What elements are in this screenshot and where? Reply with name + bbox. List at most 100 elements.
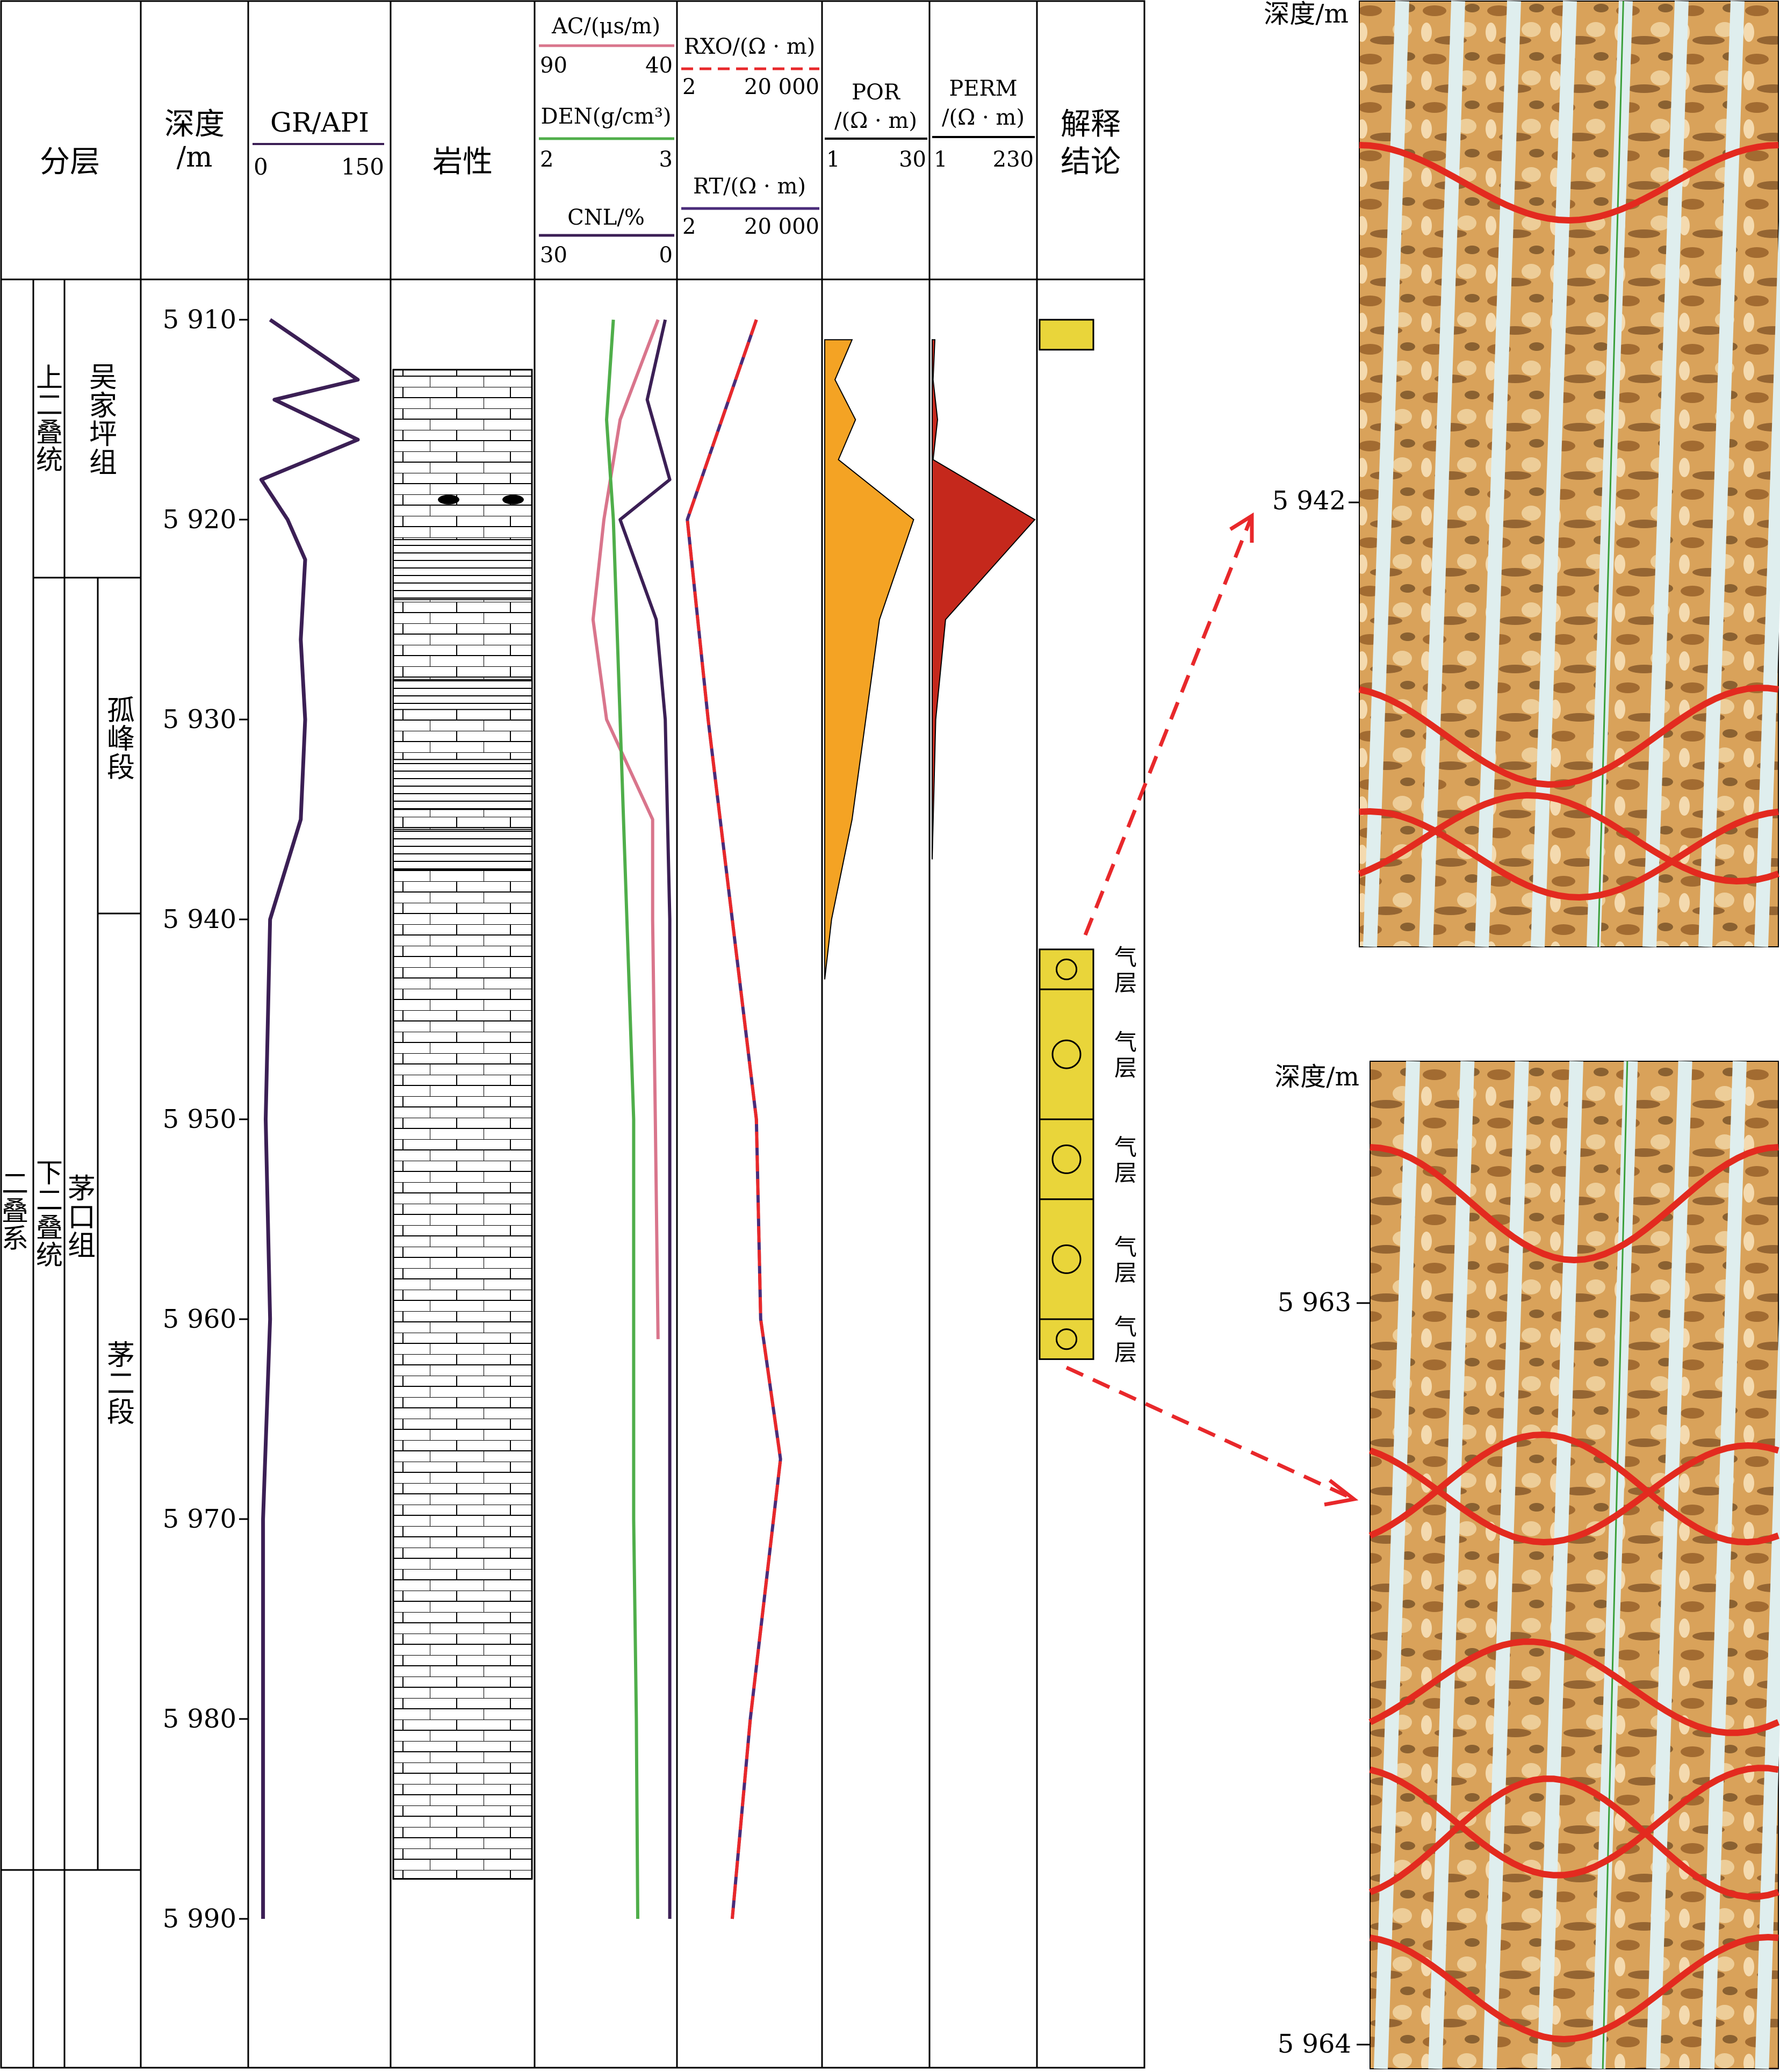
- gr-curve: [259, 318, 360, 1919]
- image-log-pad-gap: [1587, 1, 1633, 947]
- cnl-curve: [618, 319, 672, 1919]
- fracture-sinusoid: [1358, 685, 1779, 788]
- image-log-pad-gap: [1698, 1, 1745, 947]
- header-lith: 岩性: [433, 145, 493, 179]
- image-log-pad-gap: [1531, 1, 1577, 947]
- por-fill: [824, 339, 914, 980]
- lithology-siliceous-band: [393, 539, 532, 600]
- header-por-2: /(Ω · m): [834, 109, 917, 133]
- header-den: DEN(g/cm³): [541, 104, 672, 129]
- perm-fill: [932, 339, 1036, 860]
- header-por-left: 1: [826, 147, 840, 172]
- strat-mao2: 段: [107, 1397, 135, 1429]
- header-rxo-left: 2: [682, 75, 696, 99]
- track-grid: [0, 0, 1145, 2069]
- header-perm-1: PERM: [949, 76, 1017, 101]
- header-interp-2: 结论: [1061, 145, 1121, 179]
- img-top-tick: 5 942: [1272, 486, 1346, 516]
- gas-symbol-icon: [1051, 1144, 1082, 1174]
- strat-system: 二: [2, 1168, 28, 1199]
- gas-symbol-icon: [1055, 958, 1078, 981]
- chert-nodule: [502, 494, 524, 505]
- depth-tick-label: 5 940: [163, 904, 236, 934]
- lithology-siliceous-band: [393, 679, 532, 710]
- image-log-top: [1358, 1, 1780, 947]
- gas-layer-label: 层: [1114, 1340, 1137, 1366]
- header-rt: RT/(Ω · m): [693, 174, 806, 199]
- depth-tick-label: 5 920: [163, 505, 236, 535]
- gas-layer-label: 层: [1114, 1055, 1137, 1081]
- header-den-right: 3: [659, 147, 673, 172]
- gas-layer-box: [1039, 1198, 1094, 1320]
- ac-curve: [591, 319, 660, 1340]
- interp-box: [1039, 319, 1094, 351]
- gas-layer-label: 层: [1114, 970, 1137, 996]
- image-log-pad-gap: [1482, 1061, 1529, 2069]
- gas-layer-label: 层: [1114, 1160, 1137, 1186]
- fracture-sinusoid: [1368, 1638, 1780, 1736]
- strat-upper-series: 二: [36, 390, 63, 421]
- img-bottom-tick-top: 5 963: [1278, 1287, 1351, 1318]
- header-strat: 分层: [40, 145, 100, 179]
- image-log-pad-gap: [1374, 1061, 1420, 2069]
- header-den-left: 2: [540, 147, 553, 172]
- fracture-sinusoid: [1369, 1765, 1779, 1879]
- image-log-pad-gap: [1419, 1, 1465, 947]
- gas-symbol-icon: [1055, 1328, 1078, 1350]
- strat-upper-series: 叠: [36, 417, 63, 448]
- image-log-pad-gap: [1755, 1285, 1780, 2069]
- strat-lower-series: 统: [36, 1240, 63, 1271]
- header-ac: AC/(μs/m): [551, 14, 660, 39]
- depth-tick-label: 5 970: [163, 1504, 236, 1534]
- header-ac-right: 40: [645, 53, 673, 78]
- strat-system: 叠: [2, 1196, 28, 1227]
- arrow-to-top-image: [1083, 515, 1254, 936]
- gas-layer-label: 气: [1114, 1314, 1137, 1340]
- header-interp-1: 解释: [1061, 107, 1121, 142]
- header-rxo-right: 20 000: [744, 75, 819, 99]
- strat-wujiaping: 组: [89, 447, 117, 479]
- strat-lower-series: 下: [36, 1157, 63, 1189]
- image-log-pad-gap: [1700, 1061, 1747, 2069]
- fracture-sinusoid: [1368, 1442, 1779, 1546]
- fracture-sinusoid: [1359, 142, 1779, 224]
- header-depth-2: /m: [177, 141, 213, 174]
- strat-maokou: 口: [68, 1202, 96, 1234]
- header-rt-right: 20 000: [744, 214, 819, 239]
- rxo-curve: [686, 319, 782, 1919]
- depth-tick-label: 5 960: [163, 1304, 236, 1334]
- image-log-pad-gap: [1754, 190, 1780, 947]
- strat-wujiaping: 家: [89, 390, 117, 422]
- gas-layer-label: 气: [1114, 1029, 1137, 1055]
- header-depth-1: 深度: [164, 107, 225, 142]
- gas-layer-box: [1039, 1318, 1094, 1360]
- image-log-pad-gap: [1363, 1, 1409, 947]
- chert-nodule: [438, 494, 459, 505]
- header-gr-max: 150: [341, 154, 384, 180]
- image-log-pad-gap: [1475, 1, 1521, 947]
- header-por-right: 30: [899, 147, 926, 172]
- arrow-head-icon: [1229, 512, 1254, 543]
- strat-lower-series: 叠: [36, 1212, 63, 1243]
- strat-gufeng: 孤: [107, 695, 135, 727]
- header-gr: GR/API: [270, 107, 369, 138]
- header-rxo: RXO/(Ω · m): [684, 34, 816, 59]
- gas-layer-box: [1039, 988, 1094, 1120]
- gas-layer-box: [1039, 948, 1094, 990]
- header-cnl-right: 0: [659, 243, 673, 268]
- gas-layer-label: 气: [1114, 1234, 1137, 1260]
- header-cnl: CNL/%: [567, 205, 645, 230]
- depth-tick-label: 5 950: [163, 1104, 236, 1134]
- header-perm-2: /(Ω · m): [942, 105, 1025, 130]
- strat-system: 系: [2, 1223, 28, 1254]
- strat-lower-series: 二: [36, 1185, 63, 1216]
- strat-upper-series: 统: [36, 444, 63, 476]
- img-bottom-depth-label: 深度/m: [1274, 1062, 1359, 1092]
- strat-upper-series: 上: [36, 362, 63, 393]
- gas-symbol-icon: [1051, 1039, 1082, 1069]
- header-ac-left: 90: [540, 53, 567, 78]
- strat-wujiaping: 坪: [89, 419, 117, 451]
